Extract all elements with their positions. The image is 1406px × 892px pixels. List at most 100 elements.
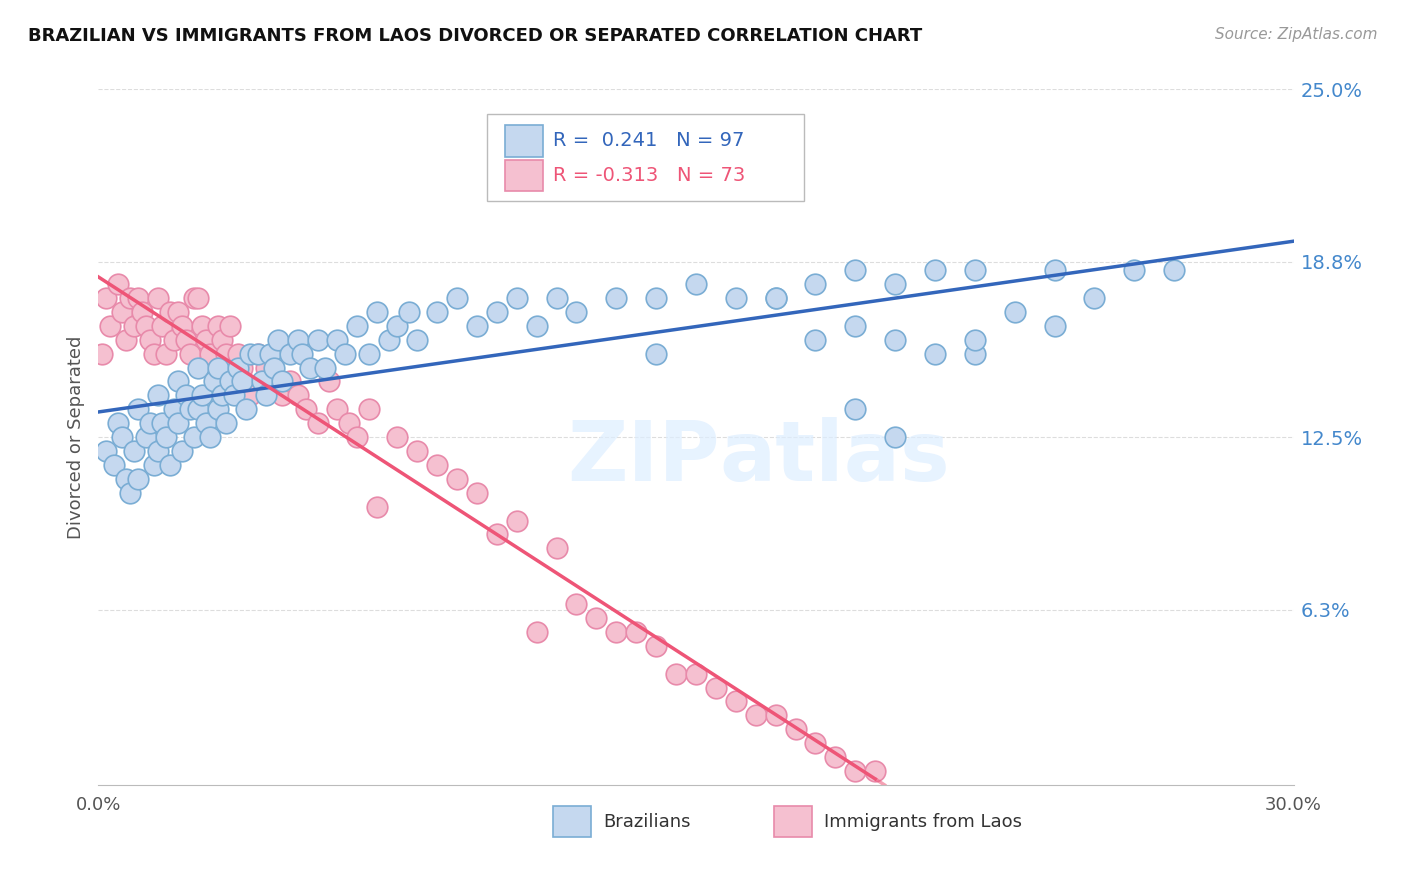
Point	[626, 624, 648, 639]
Point	[446, 472, 468, 486]
Point	[294, 402, 316, 417]
Point	[844, 263, 866, 277]
Point	[148, 388, 170, 402]
Point	[127, 402, 149, 417]
Point	[844, 318, 866, 333]
Point	[155, 346, 177, 360]
Point	[202, 375, 225, 389]
Point	[207, 402, 229, 417]
Point	[318, 375, 340, 389]
Text: atlas: atlas	[720, 417, 950, 499]
Text: BRAZILIAN VS IMMIGRANTS FROM LAOS DIVORCED OR SEPARATED CORRELATION CHART: BRAZILIAN VS IMMIGRANTS FROM LAOS DIVORC…	[28, 27, 922, 45]
Point	[183, 430, 205, 444]
Point	[172, 444, 194, 458]
Point	[179, 346, 201, 360]
Point	[115, 333, 138, 347]
Point	[167, 416, 190, 430]
Point	[187, 360, 209, 375]
Point	[103, 458, 125, 472]
Point	[378, 333, 401, 347]
Point	[131, 305, 153, 319]
Point	[765, 291, 787, 305]
Point	[226, 346, 249, 360]
Point	[724, 694, 747, 708]
Point	[565, 305, 588, 319]
Point	[167, 305, 190, 319]
Point	[246, 346, 269, 360]
Point	[465, 485, 488, 500]
Point	[339, 416, 361, 430]
Point	[804, 736, 827, 750]
Point	[291, 346, 314, 360]
Point	[824, 750, 846, 764]
Point	[246, 346, 269, 360]
Point	[124, 318, 146, 333]
Bar	[486, 113, 804, 201]
Point	[326, 333, 349, 347]
Point	[270, 375, 292, 389]
Point	[143, 346, 166, 360]
Point	[546, 291, 568, 305]
Point	[884, 277, 907, 291]
Point	[215, 346, 238, 360]
Point	[307, 416, 329, 430]
Point	[924, 346, 946, 360]
Point	[685, 666, 707, 681]
Point	[98, 318, 122, 333]
Point	[724, 166, 747, 180]
Point	[139, 333, 162, 347]
Point	[163, 333, 186, 347]
Point	[1043, 318, 1066, 333]
Point	[159, 458, 181, 472]
Point	[254, 388, 277, 402]
Point	[235, 402, 257, 417]
Bar	[505, 161, 543, 192]
Point	[263, 375, 285, 389]
Point	[844, 764, 866, 778]
Point	[1163, 263, 1185, 277]
Point	[605, 624, 627, 639]
Point	[127, 291, 149, 305]
Point	[924, 263, 946, 277]
Point	[645, 639, 668, 653]
Y-axis label: Divorced or Separated: Divorced or Separated	[66, 335, 84, 539]
Point	[159, 305, 181, 319]
Point	[155, 430, 177, 444]
Point	[645, 291, 668, 305]
Point	[963, 333, 986, 347]
Point	[565, 597, 588, 611]
Point	[804, 277, 827, 291]
Point	[506, 291, 529, 305]
Point	[385, 318, 409, 333]
Text: R =  0.241   N = 97: R = 0.241 N = 97	[553, 131, 744, 150]
Point	[239, 346, 262, 360]
Point	[263, 360, 285, 375]
Point	[865, 764, 887, 778]
Point	[222, 388, 245, 402]
Point	[135, 430, 157, 444]
Point	[645, 346, 668, 360]
Point	[585, 611, 607, 625]
Point	[172, 318, 194, 333]
Point	[179, 402, 201, 417]
Point	[546, 541, 568, 556]
Point	[127, 472, 149, 486]
Point	[385, 430, 409, 444]
Bar	[553, 805, 591, 837]
Point	[239, 388, 262, 402]
Point	[485, 527, 508, 541]
Point	[1004, 305, 1026, 319]
Point	[187, 402, 209, 417]
Point	[207, 318, 229, 333]
Point	[346, 318, 368, 333]
Point	[884, 333, 907, 347]
Point	[315, 360, 337, 375]
Point	[187, 291, 209, 305]
Point	[359, 346, 381, 360]
Point	[259, 346, 281, 360]
Point	[307, 333, 329, 347]
Point	[219, 375, 242, 389]
Point	[148, 291, 170, 305]
Point	[207, 360, 229, 375]
Point	[346, 430, 368, 444]
